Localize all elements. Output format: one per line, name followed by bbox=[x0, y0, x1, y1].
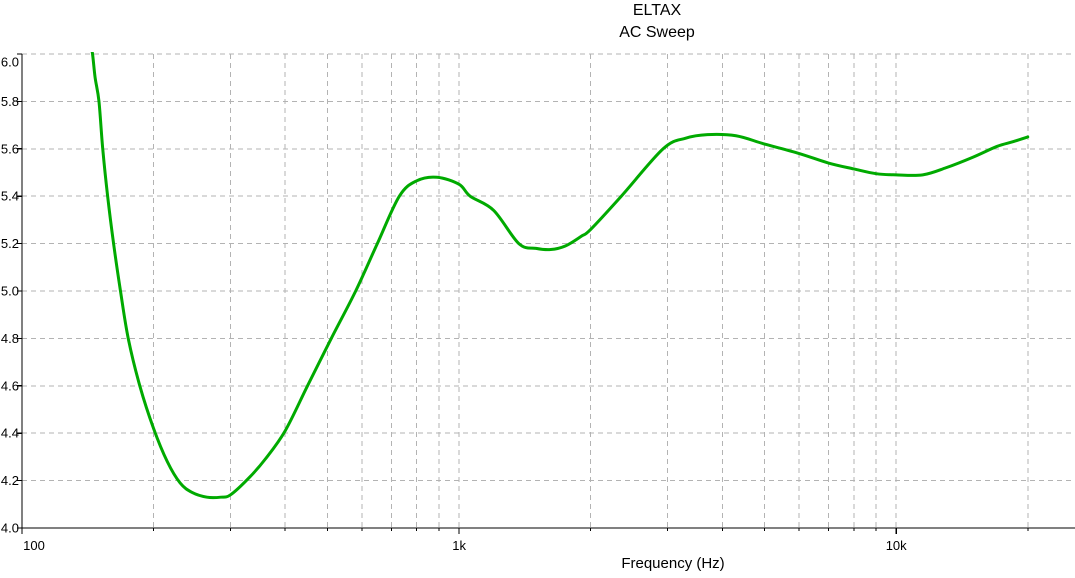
y-tick-label: 5.0 bbox=[1, 284, 19, 299]
x-axis-title: Frequency (Hz) bbox=[621, 555, 725, 572]
y-tick-label: 5.6 bbox=[1, 141, 19, 156]
frequency-response-curve bbox=[90, 52, 1030, 500]
y-tick-label: 6.0 bbox=[1, 55, 19, 70]
y-tick-label: 4.8 bbox=[1, 331, 19, 346]
y-tick-label: 4.0 bbox=[1, 521, 19, 536]
chart-subtitle: AC Sweep bbox=[619, 24, 695, 41]
y-tick-label: 5.2 bbox=[1, 236, 19, 251]
y-tick-label: 4.6 bbox=[1, 378, 19, 393]
y-tick-label: 5.8 bbox=[1, 94, 19, 109]
chart-title: ELTAX bbox=[632, 2, 682, 19]
y-tick-label: 4.4 bbox=[1, 426, 19, 441]
x-tick-label: 1k bbox=[452, 538, 466, 553]
x-tick-label: 100 bbox=[23, 538, 45, 553]
y-tick-label: 4.2 bbox=[1, 473, 19, 488]
x-tick-label: 10k bbox=[886, 538, 907, 553]
y-tick-label: 5.4 bbox=[1, 189, 19, 204]
